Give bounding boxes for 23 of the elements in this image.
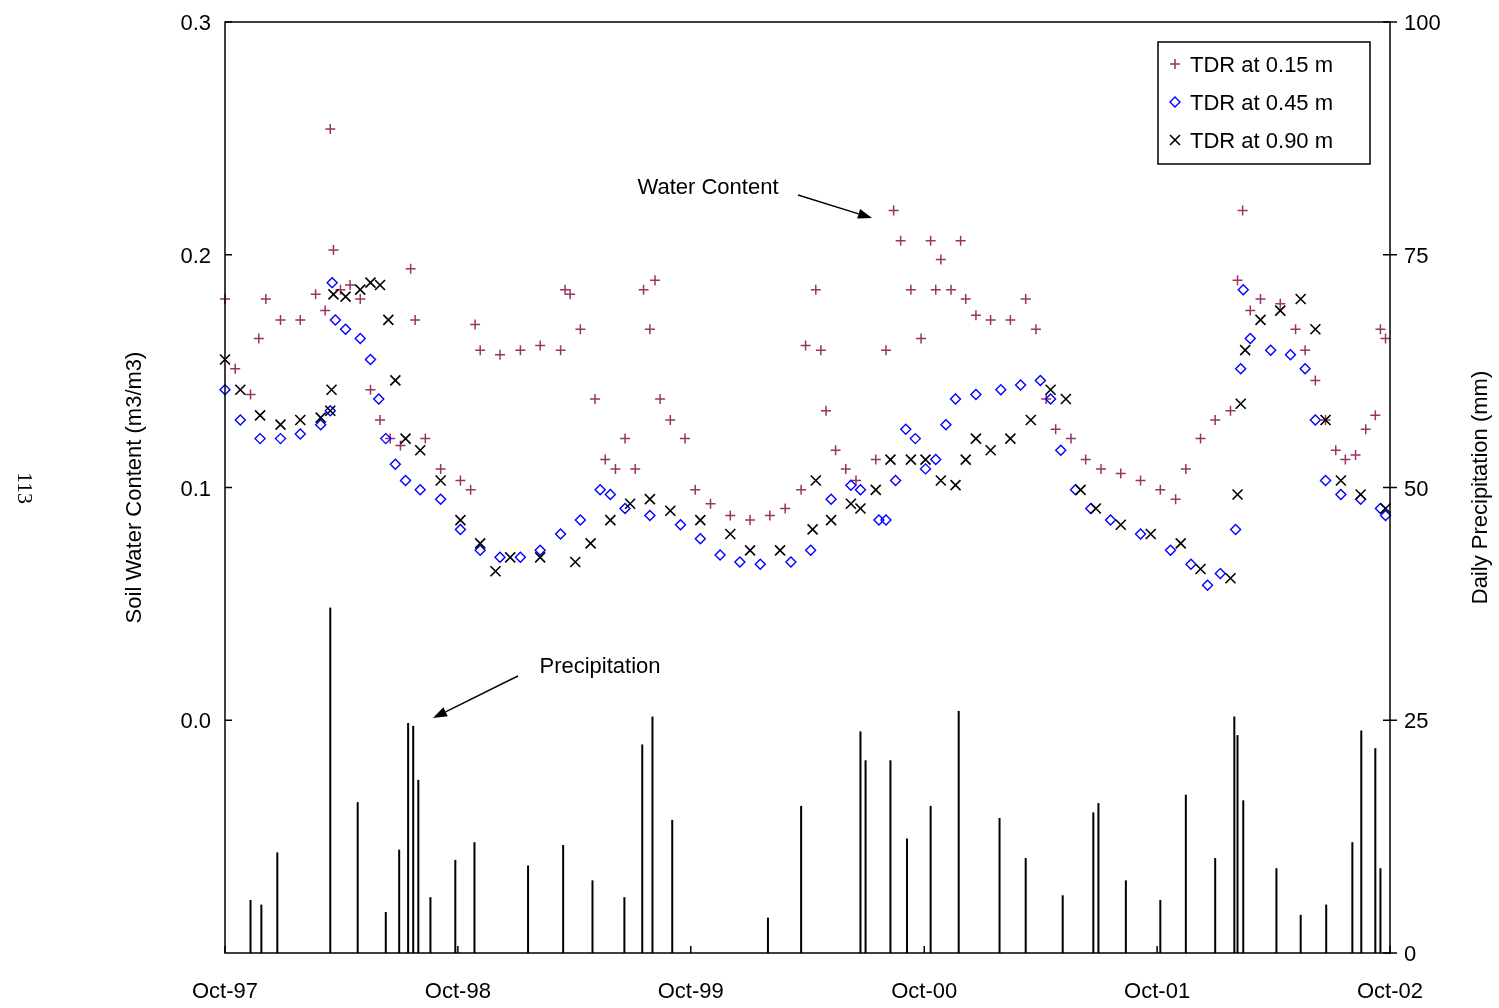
y2-tick-label: 0 — [1404, 941, 1417, 966]
x-tick-label: Oct-01 — [1124, 978, 1191, 1003]
y-tick-label: 0.3 — [180, 10, 211, 35]
y2-tick-label: 25 — [1404, 708, 1429, 734]
x-tick-label: Oct-02 — [1356, 978, 1424, 1003]
annotation: Water Content — [637, 174, 779, 199]
annotation: Precipitation — [539, 653, 661, 678]
legend-label: TDR at 0.45 m — [1190, 90, 1334, 115]
x-tick-label: Oct-98 — [424, 978, 491, 1003]
y2-tick-label: 75 — [1404, 242, 1429, 268]
y-axis-title: Soil Water Content (m3/m3) — [121, 351, 146, 624]
legend-label: TDR at 0.90 m — [1190, 128, 1334, 153]
text: 113 — [13, 471, 38, 505]
y-tick-label: 0.2 — [180, 242, 211, 268]
y-tick-label: 0.1 — [180, 475, 211, 501]
x-tick-label: Oct-97 — [191, 978, 259, 1003]
x-tick-label: Oct-00 — [891, 978, 958, 1003]
y-tick-label: 0.0 — [180, 708, 211, 734]
y2-tick-label: 50 — [1404, 475, 1429, 501]
x-tick-label: Oct-99 — [657, 978, 724, 1003]
y2-tick-label: 100 — [1404, 10, 1441, 35]
legend-label: TDR at 0.15 m — [1190, 52, 1334, 77]
y2-axis-title: Daily Precipitation (mm) — [1467, 370, 1492, 605]
